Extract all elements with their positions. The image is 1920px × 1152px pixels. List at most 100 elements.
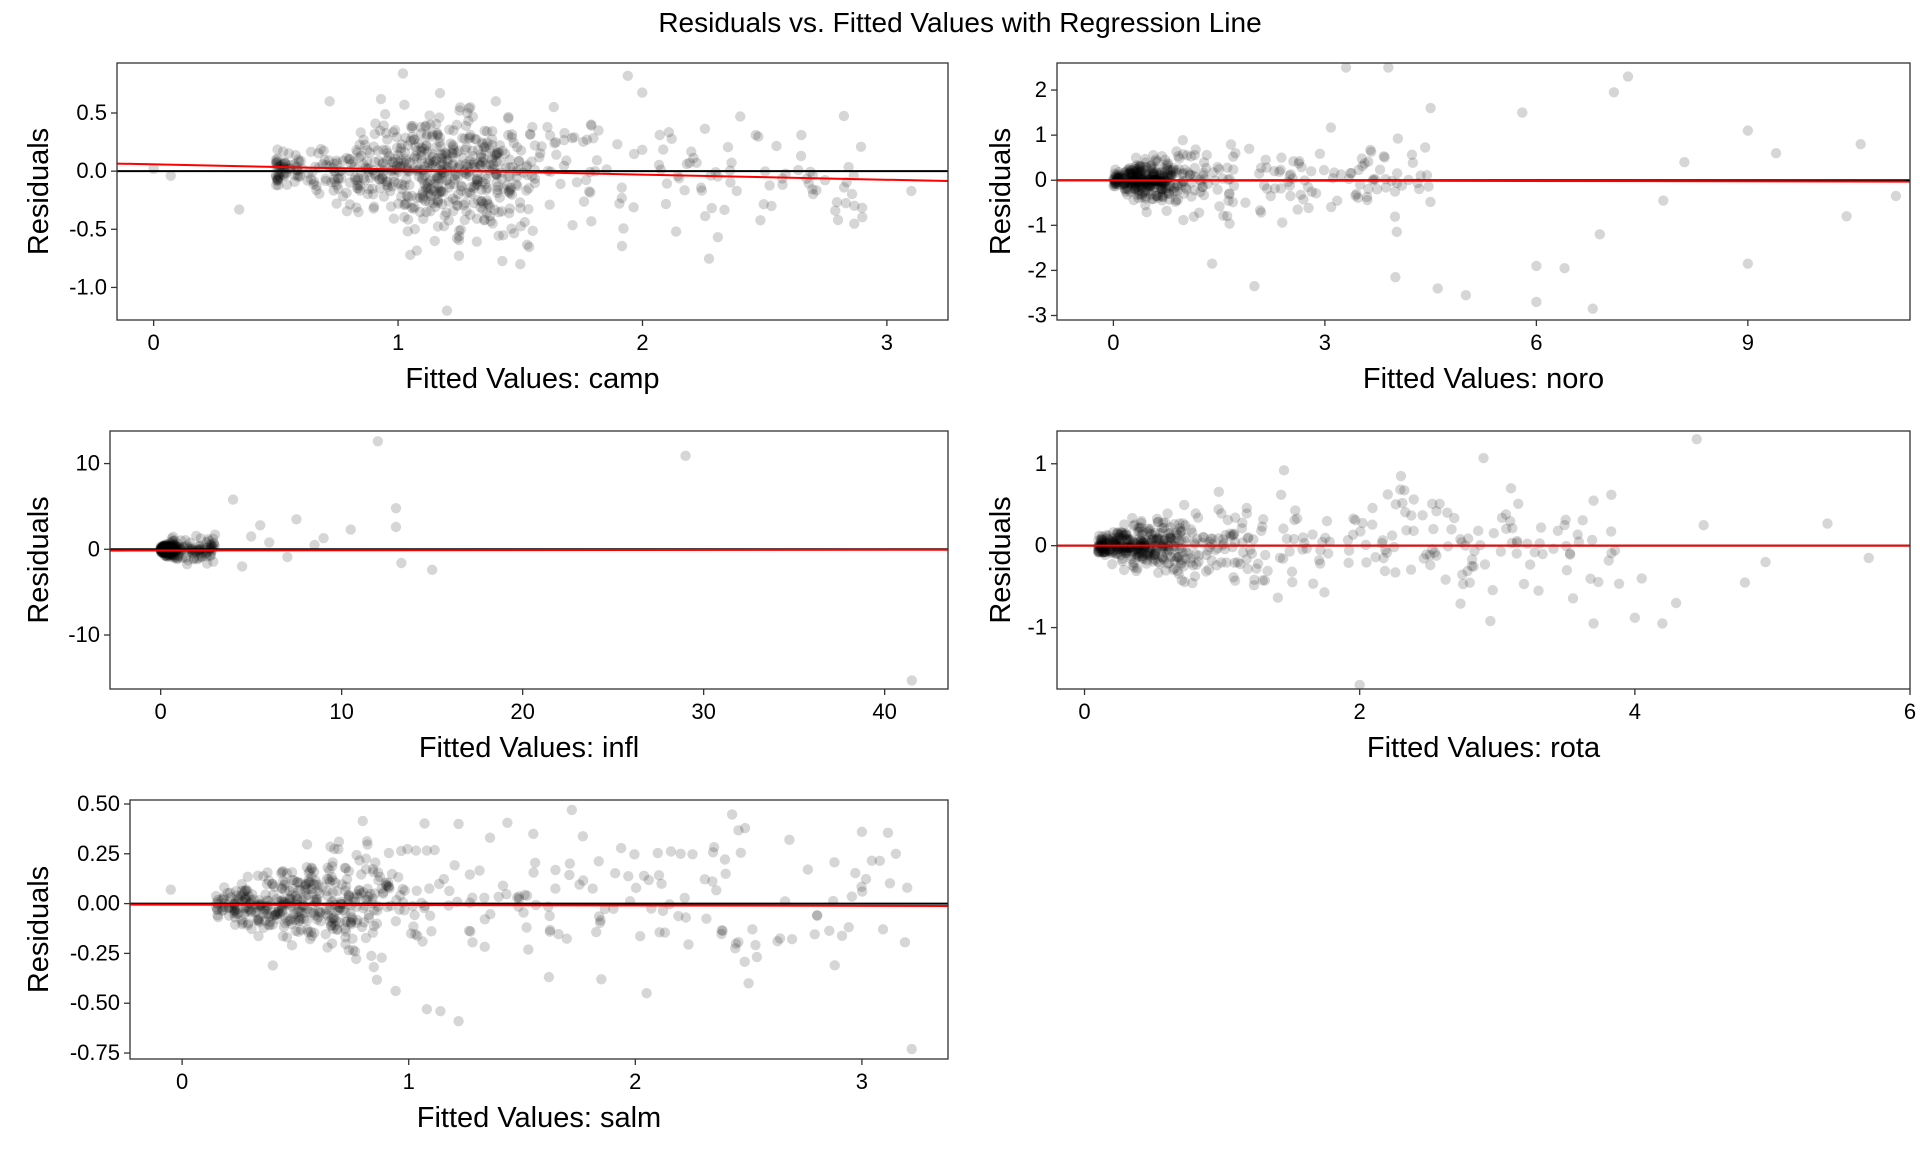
data-point: [1162, 157, 1174, 169]
data-point: [1605, 526, 1617, 537]
data-point: [882, 827, 894, 839]
plot-frame: [129, 799, 949, 1060]
data-point: [1166, 169, 1178, 181]
data-point: [1136, 182, 1148, 193]
data-point: [390, 153, 401, 164]
data-point: [1165, 527, 1176, 539]
data-point: [1162, 171, 1174, 182]
data-point: [550, 137, 561, 148]
data-point: [1636, 573, 1647, 584]
data-point: [1138, 539, 1150, 550]
data-point: [208, 537, 220, 549]
data-point: [405, 135, 416, 146]
data-point: [1464, 577, 1475, 588]
data-point: [277, 169, 289, 181]
data-point: [1130, 170, 1142, 182]
data-point: [616, 192, 628, 204]
data-point: [1111, 539, 1122, 550]
data-point: [350, 174, 361, 185]
data-point: [344, 177, 356, 188]
data-point: [351, 917, 362, 929]
data-point: [228, 908, 240, 919]
data-point: [1108, 178, 1120, 190]
data-point: [1307, 529, 1318, 540]
data-point: [432, 129, 443, 140]
data-point: [1138, 544, 1150, 555]
data-point: [1531, 296, 1542, 308]
data-point: [502, 817, 513, 828]
data-point: [1176, 575, 1188, 586]
data-point: [305, 907, 316, 918]
data-point: [426, 564, 438, 576]
data-point: [1455, 598, 1466, 609]
data-point: [1431, 550, 1442, 561]
data-point: [478, 142, 490, 153]
data-point: [435, 141, 446, 152]
data-point: [453, 231, 465, 242]
data-point: [1485, 615, 1496, 627]
data-point: [416, 146, 428, 157]
data-point: [161, 551, 172, 562]
data-point: [1496, 512, 1508, 523]
data-point: [343, 890, 354, 901]
data-point: [504, 162, 516, 173]
data-point: [433, 169, 444, 181]
data-point: [1127, 560, 1138, 571]
data-point: [1144, 181, 1156, 193]
data-point: [327, 923, 339, 935]
data-point: [1135, 166, 1146, 177]
y-tick-label: 0: [1035, 167, 1047, 192]
data-point: [1275, 183, 1287, 194]
data-point: [267, 878, 278, 890]
data-point: [216, 894, 227, 905]
data-point: [429, 201, 441, 213]
data-point: [180, 535, 191, 546]
data-point: [416, 150, 427, 161]
data-point: [638, 870, 650, 882]
data-point: [471, 236, 483, 247]
data-point: [328, 158, 340, 169]
data-point: [725, 177, 736, 188]
data-point: [427, 151, 438, 162]
data-point: [410, 141, 421, 152]
data-point: [1567, 593, 1579, 604]
data-point: [163, 550, 174, 561]
data-point: [1296, 162, 1307, 173]
data-point: [284, 893, 295, 905]
data-point: [730, 938, 742, 949]
data-point: [1380, 174, 1391, 185]
data-point: [1165, 532, 1176, 543]
data-point: [1132, 526, 1144, 537]
data-point: [442, 174, 453, 186]
data-point: [1511, 535, 1523, 547]
data-point: [1111, 541, 1123, 552]
data-point: [1223, 189, 1235, 200]
data-point: [486, 154, 498, 166]
data-point: [271, 157, 282, 169]
data-point: [1679, 156, 1690, 168]
data-point: [374, 174, 385, 185]
data-point: [1237, 547, 1249, 558]
data-point: [1112, 176, 1124, 187]
data-point: [596, 974, 607, 985]
data-point: [391, 160, 403, 171]
data-point: [1119, 179, 1130, 190]
data-point: [1165, 170, 1176, 181]
data-point: [446, 147, 458, 159]
data-point: [587, 883, 598, 894]
data-point: [1111, 169, 1122, 181]
data-point: [1116, 533, 1127, 544]
data-point: [1094, 546, 1105, 557]
data-point: [506, 189, 518, 200]
data-point: [392, 150, 404, 161]
data-point: [267, 960, 279, 971]
data-point: [395, 142, 406, 154]
data-point: [481, 126, 493, 137]
data-point: [330, 915, 342, 926]
data-point: [1103, 530, 1114, 541]
data-point: [1127, 169, 1138, 180]
data-point: [1133, 171, 1144, 182]
data-point: [1157, 553, 1168, 564]
data-point: [270, 171, 282, 182]
